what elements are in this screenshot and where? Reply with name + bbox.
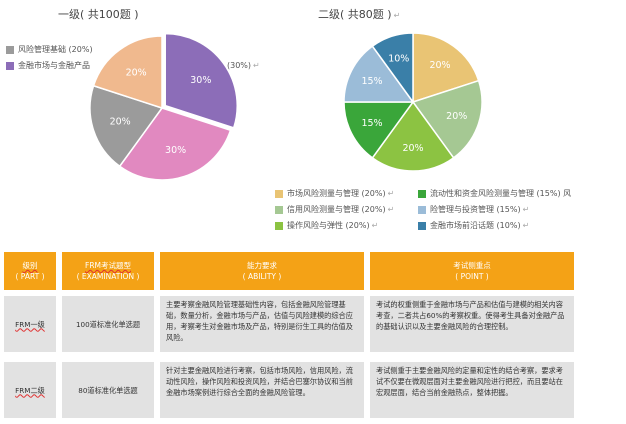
- legend1-item-0: 风险管理基础 (20%): [6, 44, 93, 55]
- pie-data-label: 20%: [446, 111, 467, 122]
- pie-slice: [343, 45, 415, 103]
- pie-data-label: 20%: [402, 143, 423, 154]
- pie-chart-level1: 30% 30% 20% 20%: [89, 32, 238, 181]
- table-header-point: 考试侧重点 ( POINT ): [370, 252, 574, 290]
- legend2-item-1: 信用风险测量与管理 (20%) ↵: [275, 204, 394, 215]
- legend2-item-2: 操作风险与弹性 (20%) ↵: [275, 220, 378, 231]
- pie-data-label: 15%: [361, 118, 382, 129]
- legend-swatch: [418, 189, 426, 198]
- legend-swatch: [418, 221, 426, 230]
- pie-slice: [89, 84, 164, 168]
- table-header-ability: 能力要求 ( ABILITY ): [160, 252, 364, 290]
- pie-data-label: 30%: [190, 75, 211, 86]
- table-cell-part: FRM二级: [4, 362, 56, 418]
- legend1-item-2: (30%) ↵: [227, 61, 260, 70]
- pie-data-label: 15%: [361, 76, 382, 87]
- pie-slice: [371, 100, 455, 172]
- table-header-part: 级别 ( PART ): [4, 252, 56, 290]
- legend-swatch: [275, 205, 283, 214]
- legend-swatch: [6, 61, 14, 70]
- legend-swatch: [275, 189, 283, 198]
- table-cell-ability: 主要考察金融风险管理基础性内容，包括金融风险管理基础，数量分析，金融市场与产品，…: [160, 296, 364, 352]
- legend2-item-3: 流动性和资金风险测量与管理 (15%) 风: [418, 188, 571, 199]
- chart1-title: 一级( 共100题 ): [58, 8, 139, 21]
- legend-swatch: [418, 205, 426, 214]
- legend2-item-5: 金融市场前沿话题 (10%) ↵: [418, 220, 529, 231]
- pie-slice: [164, 32, 238, 129]
- legend2-item-4: 险管理与投资管理 (15%) ↵: [418, 204, 529, 215]
- pie-slice: [118, 107, 232, 181]
- pie-slice: [411, 79, 483, 159]
- legend-swatch: [275, 221, 283, 230]
- legend-swatch: [6, 45, 14, 54]
- legend2: 市场风险测量与管理 (20%) ↵ 流动性和资金风险测量与管理 (15%) 风 信…: [275, 188, 625, 238]
- table-cell-exam: 80道标准化单选题: [62, 362, 154, 418]
- pie-slice: [371, 32, 414, 105]
- pie-data-label: 10%: [388, 53, 409, 64]
- table-header-exam: FRM考试题型 ( EXAMINATION ): [62, 252, 154, 290]
- pie-slice: [92, 35, 163, 110]
- legend2-item-0: 市场风险测量与管理 (20%) ↵: [275, 188, 394, 199]
- pie-data-label: 30%: [165, 145, 186, 156]
- table-cell-part: FRM一级: [4, 296, 56, 352]
- pie-data-label: 20%: [429, 60, 450, 71]
- pie-slice: [343, 101, 415, 159]
- table-cell-ability: 针对主要金融风险进行考察，包括市场风险，信用风险，流动性风险，操作风险和投资风险…: [160, 362, 364, 418]
- table-cell-point: 考试的权重侧重于金融市场与产品和估值与建模的相关内容考查，二者共占60%的考察权…: [370, 296, 574, 352]
- table-cell-exam: 100道标准化单选题: [62, 296, 154, 352]
- pie-data-label: 20%: [126, 67, 147, 78]
- pie-data-label: 20%: [110, 117, 131, 128]
- pie-chart-level2: 20% 20% 20% 15% 15% 10%: [343, 32, 483, 172]
- chart2-title: 二级( 共80题 ) ↵: [318, 8, 401, 21]
- legend1-item-1: 金融市场与金融产品: [6, 60, 90, 71]
- table-cell-point: 考试侧重于主要金融风险的定量和定性的结合考察，要求考试不仅要在微观层面对主要金融…: [370, 362, 574, 418]
- pie-slice: [412, 32, 480, 104]
